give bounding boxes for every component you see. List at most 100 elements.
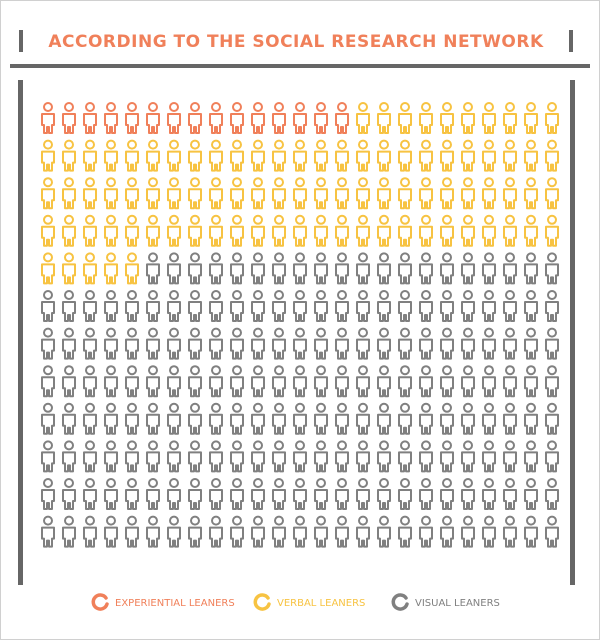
person-icon: [356, 478, 370, 510]
person-icon: [125, 365, 139, 398]
person-icon: [83, 327, 97, 360]
person-icon: [524, 177, 538, 210]
person-icon: [146, 327, 160, 360]
person-icon: [377, 214, 391, 247]
person-icon: [209, 515, 223, 548]
person-icon: [440, 139, 454, 172]
person-icon: [440, 365, 454, 398]
person-icon: [125, 402, 139, 435]
person-icon: [419, 290, 433, 322]
person-icon: [335, 214, 349, 247]
person-icon: [104, 102, 118, 134]
person-icon: [545, 515, 559, 548]
person-icon: [125, 290, 139, 322]
person-icon: [461, 365, 475, 398]
person-icon: [398, 177, 412, 210]
person-icon: [356, 139, 370, 172]
person-icon: [419, 478, 433, 510]
person-icon: [188, 478, 202, 510]
person-icon: [230, 515, 244, 548]
person-icon: [251, 139, 265, 172]
person-icon: [419, 214, 433, 247]
person-icon: [440, 177, 454, 210]
person-icon: [335, 327, 349, 360]
person-icon: [377, 252, 391, 285]
person-icon: [482, 102, 496, 134]
person-icon: [188, 102, 202, 134]
person-icon: [461, 478, 475, 510]
person-icon: [62, 327, 76, 360]
person-icon: [524, 365, 538, 398]
person-icon: [398, 214, 412, 247]
person-icon: [293, 252, 307, 285]
person-icon: [503, 327, 517, 360]
legend-label: VERBAL LEANERS: [277, 598, 365, 609]
person-icon: [440, 478, 454, 510]
person-icon: [293, 290, 307, 322]
person-icon: [524, 327, 538, 360]
person-icon: [125, 327, 139, 360]
person-icon: [419, 402, 433, 435]
person-icon: [104, 402, 118, 435]
person-icon: [356, 252, 370, 285]
person-icon: [251, 102, 265, 134]
person-icon: [251, 327, 265, 360]
person-icon: [293, 139, 307, 172]
divider: [10, 64, 590, 68]
person-icon: [146, 440, 160, 473]
person-icon: [524, 252, 538, 285]
person-icon: [146, 177, 160, 210]
person-icon: [41, 139, 55, 172]
person-icon: [209, 139, 223, 172]
person-icon: [419, 252, 433, 285]
person-icon: [545, 102, 559, 134]
person-icon: [146, 252, 160, 285]
person-icon: [272, 290, 286, 322]
person-icon: [104, 290, 118, 322]
person-icon: [209, 177, 223, 210]
person-icon: [230, 252, 244, 285]
person-icon: [104, 440, 118, 473]
person-icon: [482, 327, 496, 360]
person-icon: [545, 402, 559, 435]
person-icon: [545, 365, 559, 398]
person-icon: [293, 327, 307, 360]
person-icon: [482, 478, 496, 510]
person-icon: [272, 102, 286, 134]
person-icon: [104, 515, 118, 548]
person-icon: [461, 252, 475, 285]
person-icon: [440, 252, 454, 285]
person-icon: [272, 327, 286, 360]
person-icon: [230, 365, 244, 398]
person-icon: [461, 177, 475, 210]
person-icon: [461, 440, 475, 473]
person-icon: [230, 327, 244, 360]
person-icon: [545, 327, 559, 360]
person-icon: [209, 327, 223, 360]
person-icon: [104, 252, 118, 285]
person-icon: [482, 440, 496, 473]
person-icon: [335, 252, 349, 285]
person-icon: [146, 515, 160, 548]
person-icon: [293, 365, 307, 398]
person-icon: [104, 214, 118, 247]
person-icon: [272, 515, 286, 548]
person-icon: [41, 327, 55, 360]
person-icon: [482, 365, 496, 398]
person-icon: [398, 327, 412, 360]
person-icon: [125, 102, 139, 134]
person-icon: [377, 365, 391, 398]
person-icon: [377, 402, 391, 435]
person-icon: [251, 214, 265, 247]
person-icon: [188, 365, 202, 398]
person-icon: [545, 478, 559, 510]
person-icon: [167, 440, 181, 473]
person-icon: [62, 177, 76, 210]
person-icon: [209, 290, 223, 322]
person-icon: [440, 290, 454, 322]
person-icon: [461, 327, 475, 360]
person-icon: [377, 440, 391, 473]
person-icon: [545, 177, 559, 210]
person-icon: [272, 365, 286, 398]
person-icon: [335, 478, 349, 510]
